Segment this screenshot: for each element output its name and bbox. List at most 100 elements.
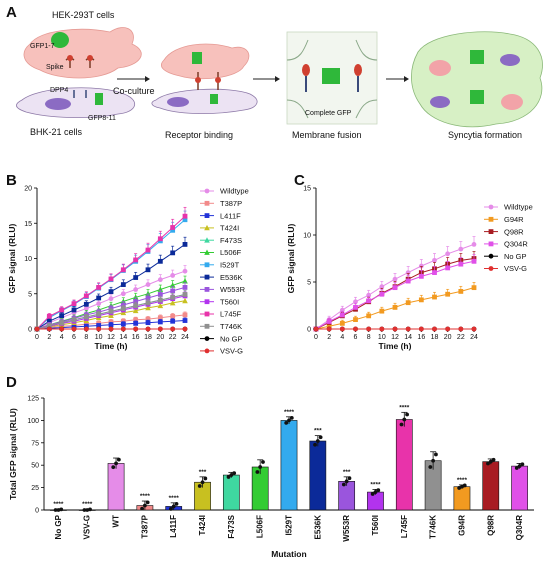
binding-hek-cell <box>161 43 250 80</box>
category-label: L411F <box>169 515 178 538</box>
data-point <box>471 285 477 291</box>
data-point <box>46 326 52 332</box>
replicate-point <box>171 504 176 509</box>
syncytia-nucleus-4 <box>501 94 523 110</box>
hek-label: HEK-293T cells <box>52 10 115 20</box>
replicate-point <box>255 470 260 474</box>
bar-i529t: **** I529T <box>280 409 298 536</box>
data-point <box>83 301 89 307</box>
x-tick-label: 18 <box>144 334 152 341</box>
y-tick-label: 5 <box>28 291 32 298</box>
category-label: W553R <box>342 515 351 542</box>
replicate-point <box>376 488 381 493</box>
bar <box>453 486 471 511</box>
y-axis-title: GFP signal (RLU) <box>286 223 296 293</box>
syncytia-cell <box>411 31 543 128</box>
y-tick-label: 100 <box>27 418 39 425</box>
bar <box>395 419 413 511</box>
data-point <box>83 323 89 329</box>
legend-marker <box>488 253 494 259</box>
data-point <box>145 304 151 311</box>
data-point <box>145 282 151 287</box>
bar-l745f: **** L745F <box>395 404 413 538</box>
data-point <box>71 326 77 332</box>
data-point <box>405 300 411 306</box>
data-point <box>182 312 188 318</box>
series-line <box>315 260 475 330</box>
data-point <box>182 217 188 223</box>
replicate-point <box>258 465 263 469</box>
data-point <box>59 320 65 326</box>
data-point <box>83 314 89 320</box>
data-point <box>108 308 114 314</box>
replicate-point <box>232 471 237 476</box>
data-point <box>170 227 176 233</box>
legend: Wildtype T387P L411F T424I F473S L506F I529T E5… <box>200 187 249 356</box>
spike-head-2 <box>87 55 93 61</box>
legend-marker <box>204 188 210 194</box>
category-label: WT <box>112 515 121 528</box>
replicate-point <box>116 457 121 462</box>
step-label-syncytia-formation: Syncytia formation <box>448 130 522 140</box>
x-tick-label: 6 <box>72 334 76 341</box>
data-point <box>170 294 176 300</box>
legend-marker <box>204 287 210 292</box>
binding-gfp811 <box>210 94 218 104</box>
data-point <box>120 318 126 324</box>
y-tick-label: 25 <box>31 485 39 492</box>
category-label: Q98R <box>486 515 495 536</box>
data-point <box>326 319 332 324</box>
y-axis-title: Total GFP signal (RLU) <box>8 408 18 500</box>
data-point <box>120 321 126 327</box>
legend-marker <box>204 274 210 280</box>
data-point <box>71 301 77 307</box>
data-point <box>96 301 102 307</box>
data-point <box>120 291 126 297</box>
bar-t746k: T746K <box>424 451 442 539</box>
data-point <box>59 313 65 319</box>
y-tick-label: 20 <box>24 186 32 193</box>
data-point <box>379 291 385 297</box>
replicate-point <box>197 484 202 488</box>
bhk-label: BHK-21 cells <box>30 127 83 137</box>
data-point <box>379 284 385 290</box>
significance-label: **** <box>53 501 64 508</box>
significance-label: *** <box>314 428 322 435</box>
data-point <box>392 276 398 282</box>
dpp4-label: DPP4 <box>50 87 68 94</box>
data-point <box>157 297 163 303</box>
replicate-point <box>169 507 173 511</box>
data-point <box>145 300 151 306</box>
data-point <box>120 326 126 332</box>
data-point <box>471 326 477 332</box>
data-point <box>432 257 437 263</box>
category-label: Q304R <box>515 515 524 541</box>
category-label: I529T <box>285 515 294 536</box>
replicate-point <box>111 465 116 470</box>
legend-entry: L411F <box>220 211 241 220</box>
arrow-2-head <box>275 76 280 82</box>
legend-entry: Wildtype <box>220 187 249 196</box>
significance-label: **** <box>457 477 468 484</box>
y-tick-label: 5 <box>307 280 311 287</box>
spike-label: Spike <box>46 64 64 71</box>
legend: Wildtype G94R Q98R Q304R No GP VSV-G <box>484 203 533 273</box>
x-tick-label: 20 <box>444 334 452 341</box>
category-label: E536K <box>313 515 322 540</box>
data-point <box>145 316 151 322</box>
y-tick-label: 0 <box>307 327 311 334</box>
replicate-point <box>514 466 519 470</box>
replicate-point <box>140 506 144 511</box>
y-tick-label: 10 <box>303 233 311 240</box>
x-tick-label: 6 <box>354 334 358 341</box>
category-label: No GP <box>54 514 63 539</box>
y-tick-label: 10 <box>24 256 32 263</box>
replicate-point <box>428 465 433 469</box>
significance-label: **** <box>370 481 381 488</box>
bar-no-gp: **** No GP <box>50 501 67 539</box>
category-label: T746K <box>429 515 438 539</box>
data-point <box>366 313 372 319</box>
data-point <box>182 292 188 297</box>
x-tick-label: 12 <box>107 334 115 341</box>
